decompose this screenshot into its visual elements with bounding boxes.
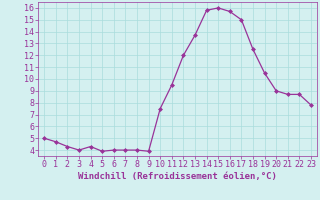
X-axis label: Windchill (Refroidissement éolien,°C): Windchill (Refroidissement éolien,°C) bbox=[78, 172, 277, 181]
